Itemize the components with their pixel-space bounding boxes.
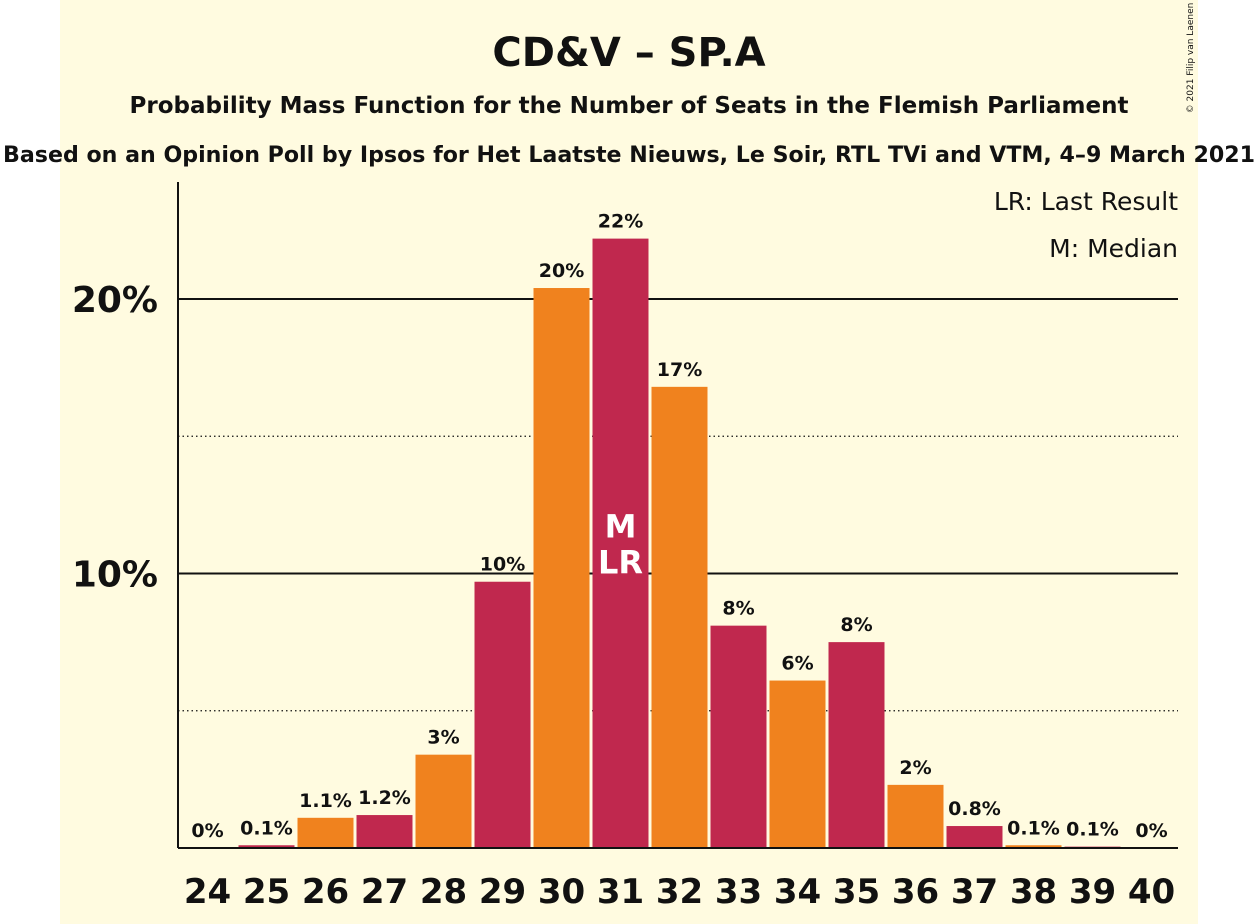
bars (238, 238, 1121, 849)
bar-36 (887, 784, 944, 848)
x-tick-label-27: 27 (361, 872, 408, 912)
bar-38 (1005, 845, 1062, 848)
copyright-text: © 2021 Filip van Laenen (1186, 3, 1196, 114)
x-tick-label-35: 35 (833, 872, 880, 912)
chart-title: CD&V – SP.A (492, 30, 765, 76)
x-tick-label-39: 39 (1069, 872, 1116, 912)
data-label-28: 3% (427, 727, 459, 749)
data-label-29: 10% (480, 554, 525, 576)
x-tick-label-31: 31 (597, 872, 644, 912)
data-label-35: 8% (840, 614, 872, 636)
data-label-25: 0.1% (240, 817, 293, 839)
data-label-37: 0.8% (948, 798, 1001, 820)
x-tick-label-24: 24 (184, 872, 231, 912)
x-tick-label-34: 34 (774, 872, 821, 912)
x-tick-label-30: 30 (538, 872, 585, 912)
x-tick-label-29: 29 (479, 872, 526, 912)
data-label-32: 17% (657, 359, 702, 381)
bar-27 (356, 815, 413, 848)
legend-median: M: Median (1049, 234, 1178, 263)
x-tick-label-26: 26 (302, 872, 349, 912)
data-label-26: 1.1% (299, 790, 352, 812)
y-tick-label: 20% (72, 280, 158, 321)
bar-annotation-lr: LR (598, 543, 643, 581)
x-tick-label-25: 25 (243, 872, 290, 912)
bar-31 (592, 238, 649, 849)
chart-subtitle: Probability Mass Function for the Number… (130, 93, 1129, 119)
data-label-33: 8% (722, 598, 754, 620)
data-label-30: 20% (539, 260, 584, 282)
x-tick-labels: 24 25 26 27 28 29 30 31 32 33 34 35 36 37 38 39 40 (184, 872, 1175, 912)
legend-last-result: LR: Last Result (994, 187, 1178, 216)
bar-29 (474, 581, 531, 848)
data-label-36: 2% (899, 757, 931, 779)
data-labels: 0% 0.1% 1.1% 1.2% 3% 10% 20% 22% 17% 8% 6% 8% 2% 0.8%… (191, 211, 1167, 842)
bar-26 (297, 817, 354, 848)
x-tick-label-40: 40 (1128, 872, 1175, 912)
bar-35 (828, 642, 885, 848)
data-label-31: 22% (598, 211, 643, 233)
bar-28 (415, 754, 472, 848)
y-tick-labels: 10% 20% (72, 280, 158, 596)
data-label-39: 0.1% (1066, 819, 1119, 841)
x-tick-label-32: 32 (656, 872, 703, 912)
bar-33 (710, 625, 767, 848)
data-label-38: 0.1% (1007, 817, 1060, 839)
y-tick-label: 10% (72, 555, 158, 596)
bar-37 (946, 826, 1003, 848)
bar-25 (238, 845, 295, 848)
bar-annotation-m: M (605, 507, 637, 545)
data-label-24: 0% (191, 820, 223, 842)
annotations: MLR (598, 507, 643, 581)
bar-30 (533, 288, 590, 848)
x-tick-label-33: 33 (715, 872, 762, 912)
x-tick-label-37: 37 (951, 872, 998, 912)
axes (177, 182, 1178, 849)
data-label-27: 1.2% (358, 787, 411, 809)
bar-34 (769, 680, 826, 848)
x-tick-label-38: 38 (1010, 872, 1057, 912)
x-tick-label-36: 36 (892, 872, 939, 912)
bar-32 (651, 386, 708, 848)
data-label-40: 0% (1135, 820, 1167, 842)
chart-subtitle-2: Based on an Opinion Poll by Ipsos for He… (3, 143, 1255, 168)
data-label-34: 6% (781, 653, 813, 675)
x-tick-label-28: 28 (420, 872, 467, 912)
